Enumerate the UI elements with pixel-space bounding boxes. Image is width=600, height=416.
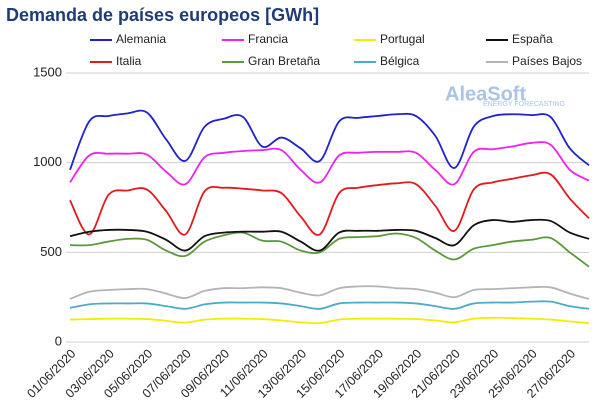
y-tick-label: 0 (55, 333, 62, 348)
series-line (69, 231, 590, 268)
series-line (69, 285, 590, 300)
y-tick-label: 1500 (33, 64, 62, 79)
y-tick-label: 500 (40, 244, 62, 259)
watermark-name: AleaSoft (445, 83, 526, 105)
series-line (69, 109, 590, 171)
series-line (69, 218, 590, 252)
legend-label: Francia (248, 32, 288, 46)
watermark-tagline: ENERGY FORECASTING (483, 101, 565, 108)
legend-label: Italia (116, 54, 142, 68)
series-line (69, 171, 590, 236)
legend-label: Alemania (116, 32, 166, 46)
series-line (69, 316, 590, 325)
y-tick-label: 1000 (33, 154, 62, 169)
legend-label: Portugal (380, 32, 425, 46)
legend-label: Gran Bretaña (248, 54, 320, 68)
legend-label: Países Bajos (512, 54, 582, 68)
chart-title: Demanda de países europeos [GWh] (6, 5, 319, 25)
series-line (69, 300, 590, 310)
legend-label: Bélgica (380, 54, 420, 68)
legend-label: España (512, 32, 553, 46)
series-line (69, 141, 590, 186)
